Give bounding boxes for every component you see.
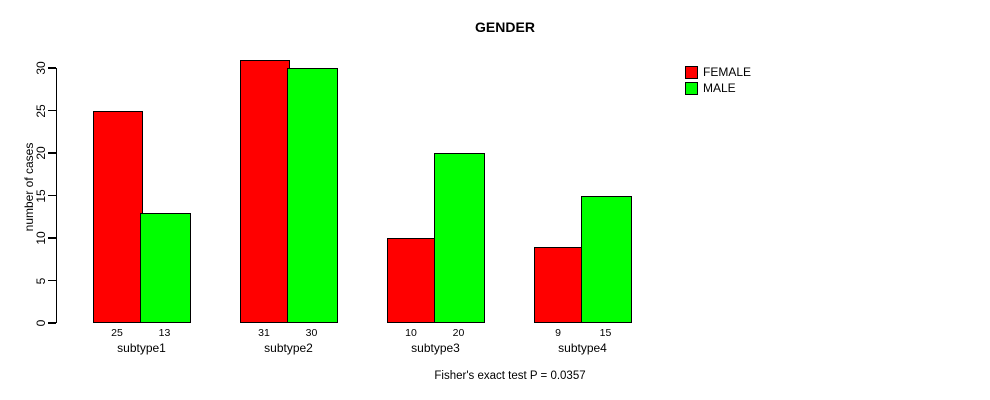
- legend-item-female: FEMALE: [685, 65, 751, 79]
- bar-female-subtype2: [239, 59, 290, 323]
- bar-value-label: 15: [599, 327, 612, 339]
- bar-value-label: 10: [405, 327, 417, 339]
- y-tick: [47, 237, 56, 239]
- legend-swatch-female: [685, 65, 698, 79]
- bar-value-label: 20: [452, 327, 465, 339]
- legend-label: MALE: [703, 81, 736, 95]
- chart-title: GENDER: [475, 19, 535, 35]
- y-tick-label: 25: [34, 103, 48, 118]
- bar-value-label: 30: [305, 327, 318, 339]
- category-label: subtype2: [264, 341, 313, 355]
- y-tick: [47, 152, 56, 154]
- y-tick: [47, 279, 56, 282]
- y-tick-label: 0: [34, 319, 48, 327]
- y-tick-label: 15: [34, 188, 48, 203]
- y-tick: [47, 322, 56, 324]
- bar-male-subtype3: [434, 153, 485, 323]
- bar-female-subtype3: [386, 238, 437, 323]
- bar-female-subtype1: [92, 110, 143, 323]
- category-label: subtype1: [117, 341, 166, 355]
- bar-female-subtype4: [533, 246, 584, 323]
- bar-value-label: 13: [158, 327, 171, 339]
- stat-annotation: Fisher's exact test P = 0.0357: [434, 370, 586, 382]
- bar-male-subtype4: [581, 195, 632, 323]
- y-tick-label: 10: [34, 231, 48, 245]
- y-axis-line: [55, 68, 57, 323]
- bar-male-subtype1: [140, 212, 191, 323]
- category-label: subtype3: [411, 341, 460, 355]
- legend-label: FEMALE: [703, 65, 752, 79]
- y-tick: [47, 67, 56, 69]
- legend-item-male: MALE: [685, 81, 751, 95]
- y-tick-label: 30: [34, 61, 48, 75]
- legend-swatch-male: [685, 81, 698, 95]
- legend: FEMALE MALE: [685, 65, 751, 97]
- bar-value-label: 9: [555, 327, 561, 339]
- y-tick-label: 20: [34, 146, 48, 160]
- bar-value-label: 31: [258, 327, 270, 339]
- y-tick-label: 5: [34, 277, 48, 284]
- category-label: subtype4: [558, 341, 607, 355]
- bar-value-label: 25: [111, 327, 123, 339]
- y-tick: [47, 194, 56, 197]
- bar-male-subtype2: [287, 68, 338, 323]
- y-tick: [47, 109, 56, 112]
